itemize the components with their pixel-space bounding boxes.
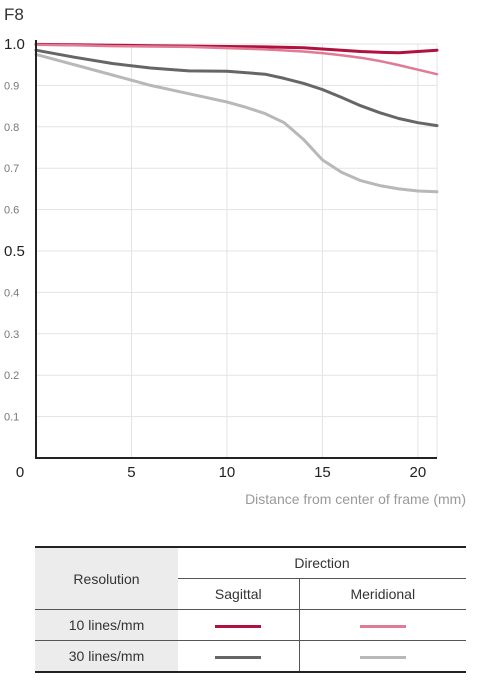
y-tick-label: 0.1: [4, 412, 19, 424]
y-axis-ticks: 1.0 0.9 0.8 0.7 0.6 0.5 0.4 0.3 0.2 0.1: [4, 36, 25, 424]
y-tick-label: 0.8: [4, 122, 19, 134]
legend-swatch-cell: [298, 640, 466, 673]
series-line-m30: [34, 52, 439, 194]
legend-swatch-sagittal-10: [215, 624, 262, 628]
x-axis-title: Distance from center of frame (mm): [245, 491, 466, 507]
legend-swatch-sagittal-30: [215, 655, 262, 659]
legend-meridional-header: Meridional: [298, 578, 466, 610]
series-line-s30: [34, 48, 439, 128]
legend-swatch-meridional-30: [359, 655, 406, 659]
y-tick-label: 0.5: [4, 243, 25, 260]
chart-grid: [36, 43, 438, 458]
mtf-chart: F8 1.0 0.9 0.8 0.7 0.6 0.5 0.4 0.3 0.2 0.1 0 5 10 15…: [4, 5, 466, 507]
legend-swatch-meridional-10: [359, 624, 406, 628]
x-axis-ticks: 0 5 10 15 20: [16, 464, 426, 481]
y-tick-label: 0.6: [4, 205, 19, 217]
legend-row-30-label: 30 lines/mm: [35, 640, 178, 673]
legend-swatch-cell: [298, 609, 466, 641]
x-tick-label: 20: [410, 464, 427, 481]
legend-table: Resolution Direction Sagittal Meridional…: [35, 546, 466, 673]
series-lines: [34, 42, 439, 194]
y-tick-label: 0.9: [4, 80, 19, 92]
x-origin-label: 0: [16, 464, 24, 481]
x-tick-label: 15: [314, 464, 331, 481]
legend-sagittal-header: Sagittal: [178, 578, 300, 610]
legend-direction-header: Direction: [178, 546, 466, 579]
x-tick-label: 5: [127, 464, 135, 481]
y-tick-label: 0.2: [4, 370, 19, 382]
y-tick-label: 0.7: [4, 163, 19, 175]
series-line-m10: [34, 43, 439, 76]
x-tick-label: 10: [219, 464, 236, 481]
y-tick-label: 0.4: [4, 287, 19, 299]
legend-resolution-header: Resolution: [35, 546, 178, 610]
legend-swatch-cell: [178, 609, 300, 641]
y-tick-label: 0.3: [4, 329, 19, 341]
y-tick-label: 1.0: [4, 36, 25, 53]
chart-title: F8: [4, 5, 24, 24]
legend-swatch-cell: [178, 640, 300, 673]
legend-row-10-label: 10 lines/mm: [35, 609, 178, 641]
